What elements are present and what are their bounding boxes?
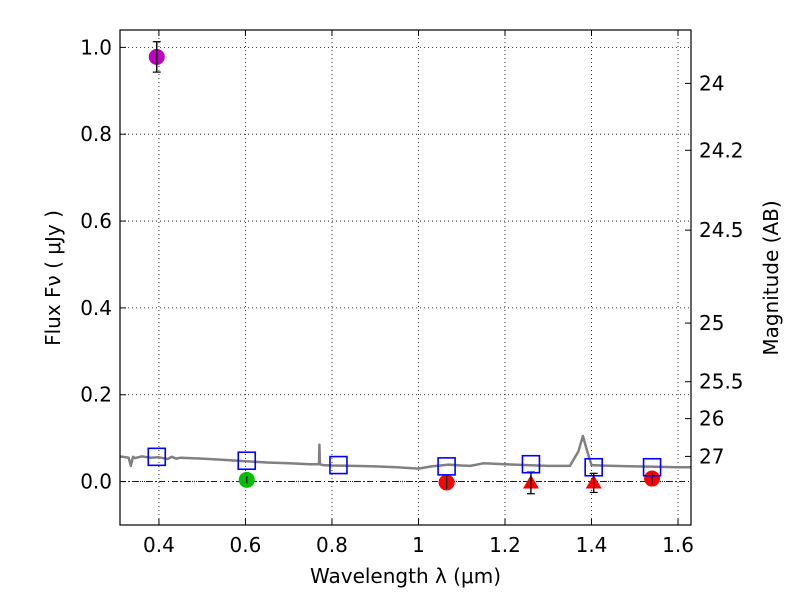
y-tick-label: 0.4 xyxy=(80,296,112,320)
plot-background xyxy=(120,30,691,525)
y-tick-label: 0.8 xyxy=(80,122,112,146)
grid-lines xyxy=(120,30,691,525)
right-tick-label: 24.2 xyxy=(699,138,744,162)
model-band-square xyxy=(521,454,541,474)
x-tick-label: 0.4 xyxy=(143,533,175,557)
model-band-square xyxy=(437,457,456,476)
right-tick-label: 25 xyxy=(699,311,724,335)
model-band-square xyxy=(237,451,257,471)
right-tick-label: 24 xyxy=(699,71,724,95)
right-tick-label: 27 xyxy=(699,444,724,468)
x-axis-label: Wavelength λ (μm) xyxy=(310,564,501,588)
model-spectrum-line xyxy=(119,434,691,470)
model-spectrum xyxy=(119,434,691,470)
x-tick-label: 0.8 xyxy=(316,533,348,557)
right-tick-label: 25.5 xyxy=(699,370,744,394)
right-axis-ticks: 24 24.2 24.5 25 25.5 26 27 xyxy=(685,71,744,468)
model-band-square xyxy=(329,455,348,475)
x-axis-ticks: 0.4 0.6 0.8 1 1.2 1.4 1.6 xyxy=(143,30,694,557)
model-band-square xyxy=(642,457,662,477)
right-axis-label: Magnitude (AB) xyxy=(759,200,783,355)
y-tick-label: 0.6 xyxy=(80,209,112,233)
y-tick-label: 0.0 xyxy=(80,470,112,494)
y-axis-ticks: 0.0 0.2 0.4 0.6 0.8 1.0 xyxy=(80,35,126,494)
y-tick-label: 1.0 xyxy=(80,35,112,59)
model-band-square xyxy=(584,457,603,477)
x-tick-label: 1.2 xyxy=(489,533,521,557)
x-tick-label: 1 xyxy=(412,533,425,557)
observed-points xyxy=(148,41,661,494)
model-band-square xyxy=(147,447,167,467)
model-squares xyxy=(147,447,662,477)
y-axis-label: Flux Fν ( μJy ) xyxy=(41,210,65,346)
plot-frame xyxy=(119,29,692,526)
x-tick-label: 1.6 xyxy=(662,533,694,557)
right-tick-label: 26 xyxy=(699,407,724,431)
x-tick-label: 1.4 xyxy=(576,533,608,557)
x-tick-label: 0.6 xyxy=(230,533,262,557)
right-tick-label: 24.5 xyxy=(699,218,744,242)
y-tick-label: 0.2 xyxy=(80,383,112,407)
